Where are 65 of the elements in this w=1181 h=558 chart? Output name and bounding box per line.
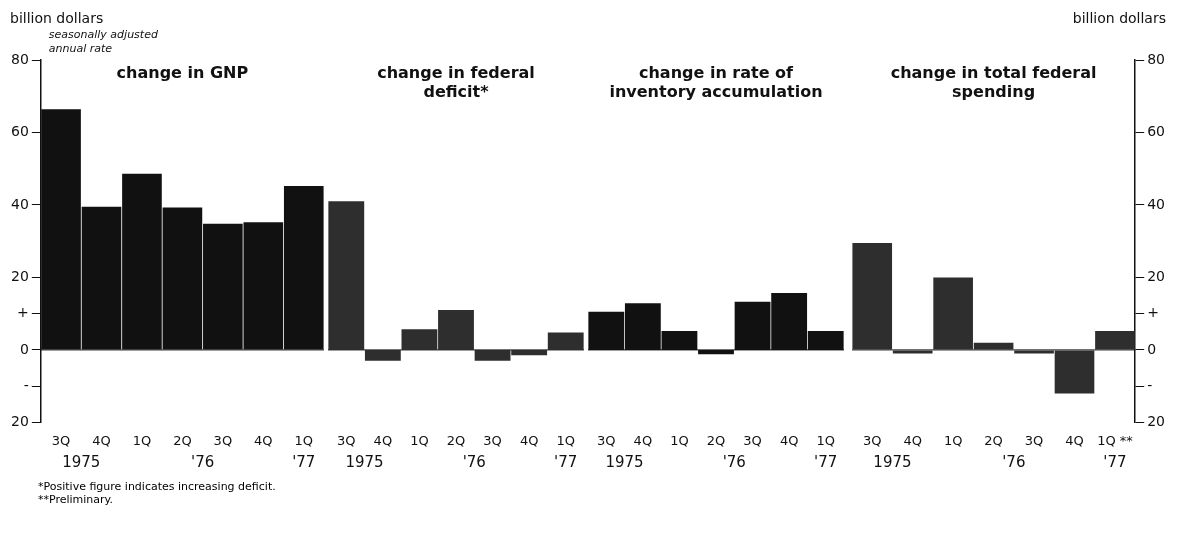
text: 1975	[605, 453, 644, 472]
y-tick-label: 20	[10, 268, 29, 285]
text: '77	[292, 453, 316, 472]
text: 1975	[62, 453, 101, 472]
chart-title: change in GNP	[116, 63, 249, 83]
y-tick-label: 80	[10, 50, 29, 67]
x-tick-label: 2Q	[173, 432, 192, 448]
text: 1975	[345, 453, 384, 472]
text: *Positive figure indicates increasing deficit.	[38, 480, 277, 493]
y2-tick-label: 40	[1147, 195, 1166, 212]
x-tick-label: 3Q	[1024, 432, 1044, 448]
x-tick-label: 2Q	[446, 432, 466, 448]
x-tick-label: 2Q	[706, 432, 726, 448]
text: '76	[462, 453, 486, 472]
y2-tick-label: -	[1147, 376, 1153, 393]
y-tick-label: 40	[10, 195, 29, 212]
y2-tick-label: 0	[1147, 340, 1157, 357]
x-tick-label: 1Q	[816, 432, 835, 448]
text: change in rate of inventory accumulation	[609, 63, 823, 102]
text: '76	[191, 453, 215, 472]
x-tick-label: 1Q	[132, 432, 152, 448]
y-tick-label: 0	[19, 340, 29, 357]
text: '76	[1002, 453, 1026, 472]
y-tick-label: 60	[10, 123, 29, 140]
x-tick-label: 4Q	[633, 432, 653, 448]
x-tick-label: 1Q	[410, 432, 429, 448]
y-tick-label: 20	[10, 413, 29, 430]
x-tick-label: 1Q **	[1097, 432, 1134, 448]
x-tick-label: 3Q	[213, 432, 233, 448]
text: change in federal deficit*	[377, 63, 535, 102]
x-tick-label: 4Q	[903, 432, 922, 448]
x-tick-label: 2Q	[984, 432, 1003, 448]
x-tick-label: 1Q	[294, 432, 314, 448]
x-tick-label: 3Q	[51, 432, 71, 448]
y2-tick-label: 60	[1147, 123, 1166, 140]
x-tick-label: 4Q	[254, 432, 273, 448]
y2-tick-label: 20	[1147, 413, 1166, 430]
text: change in total federal spending	[890, 63, 1097, 102]
x-tick-label: 4Q	[1065, 432, 1084, 448]
y2-tick-label: +	[1147, 304, 1159, 321]
x-tick-label: 3Q	[862, 432, 882, 448]
text: '77	[814, 453, 838, 472]
text: '77	[554, 453, 578, 472]
x-tick-label: 1Q	[670, 432, 689, 448]
x-tick-label: 3Q	[597, 432, 616, 448]
x-tick-label: 3Q	[483, 432, 502, 448]
text: seasonally adjusted annual rate	[48, 28, 159, 56]
x-tick-label: 1Q	[556, 432, 575, 448]
y-tick-label: -	[23, 376, 29, 393]
x-tick-label: 1Q	[943, 432, 963, 448]
y2-tick-label: 80	[1147, 50, 1166, 67]
y2-axis-title: billion dollars	[1072, 9, 1166, 26]
x-tick-label: 4Q	[373, 432, 393, 448]
y-axis-title: billion dollars	[10, 9, 104, 26]
y-tick-label: +	[17, 304, 29, 321]
text: '77	[1103, 453, 1127, 472]
x-tick-label: 4Q	[779, 432, 799, 448]
x-tick-label: 3Q	[337, 432, 356, 448]
text: 1975	[873, 453, 912, 472]
y2-tick-label: 20	[1147, 268, 1166, 285]
text: '76	[722, 453, 746, 472]
x-tick-label: 4Q	[92, 432, 111, 448]
text: **Preliminary.	[38, 493, 115, 506]
x-tick-label: 3Q	[743, 432, 762, 448]
x-tick-label: 4Q	[519, 432, 539, 448]
